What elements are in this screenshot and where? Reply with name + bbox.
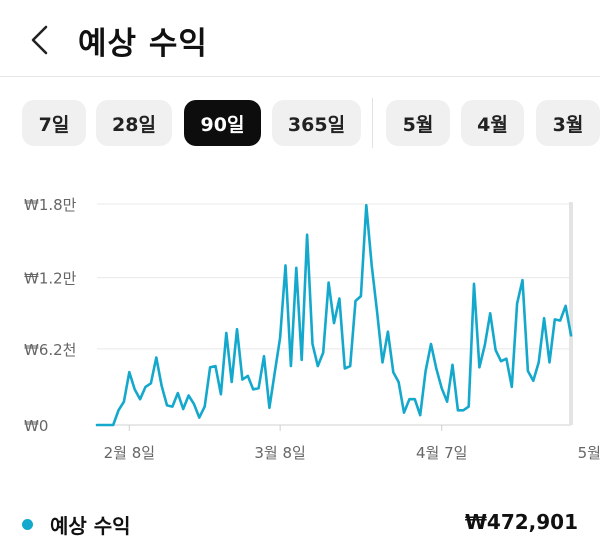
x-tick-label: 5월 7일 (578, 444, 600, 462)
page-title: 예상 수익 (78, 26, 208, 62)
chevron-left-icon[interactable] (26, 22, 58, 58)
period-filter-bar: 7일 28일 90일 365일 5월 4월 3월 (22, 100, 600, 146)
y-tick-label: ₩6.2천 (24, 341, 77, 359)
app-header: 예상 수익 (0, 0, 600, 76)
filter-separator (372, 98, 373, 148)
filter-chip-28d[interactable]: 28일 (96, 100, 172, 146)
y-tick-label: ₩1.2만 (24, 270, 77, 288)
legend-label: 예상 수익 (50, 514, 131, 538)
x-tick-label: 2월 8일 (104, 444, 155, 462)
chart-right-edge (569, 202, 573, 425)
x-tick-label: 4월 7일 (416, 444, 467, 462)
filter-chip-7d[interactable]: 7일 (22, 100, 86, 146)
filter-chip-365d[interactable]: 365일 (272, 100, 361, 146)
header-divider (0, 76, 600, 77)
filter-chip-90d[interactable]: 90일 (184, 100, 261, 146)
y-tick-label: ₩1.8만 (24, 196, 77, 214)
y-tick-label: ₩0 (24, 417, 48, 435)
x-tick-label: 3월 8일 (254, 444, 305, 462)
series-line (95, 203, 573, 427)
legend-row: 예상 수익 ₩472,901 (0, 505, 600, 545)
revenue-line-chart: ₩0 ₩6.2천 ₩1.2만 ₩1.8만 2월 8일 3월 8일 4월 7일 5월 7일 (24, 196, 600, 462)
total-revenue-value: ₩472,901 (464, 510, 578, 534)
series-color-dot (22, 519, 33, 530)
filter-chip-may[interactable]: 5월 (386, 100, 450, 146)
filter-chip-march[interactable]: 3월 (536, 100, 600, 146)
filter-chip-april[interactable]: 4월 (461, 100, 524, 146)
